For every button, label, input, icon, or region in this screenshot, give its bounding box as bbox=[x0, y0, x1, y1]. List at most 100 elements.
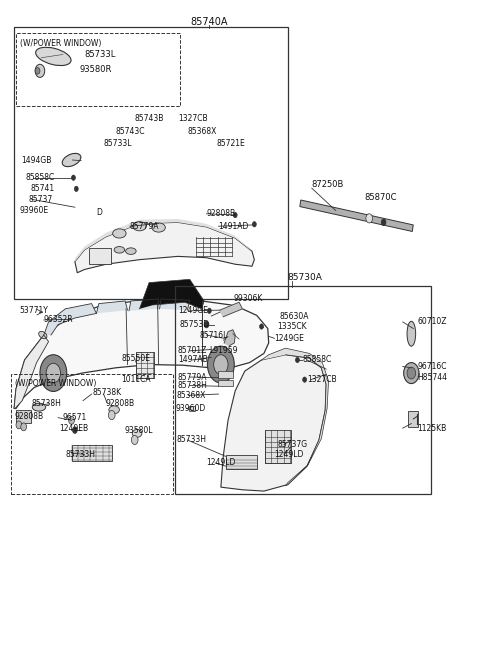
Polygon shape bbox=[300, 200, 413, 231]
Text: 1327CB: 1327CB bbox=[307, 375, 336, 384]
Bar bbox=[408, 411, 418, 427]
Polygon shape bbox=[14, 299, 269, 409]
Text: 53771Y: 53771Y bbox=[19, 306, 48, 315]
Circle shape bbox=[233, 212, 237, 217]
Text: 85716L: 85716L bbox=[199, 330, 228, 340]
Ellipse shape bbox=[126, 248, 136, 254]
Text: 92808B: 92808B bbox=[106, 399, 135, 409]
Ellipse shape bbox=[132, 430, 142, 438]
Polygon shape bbox=[221, 355, 326, 491]
Ellipse shape bbox=[32, 403, 46, 411]
Text: 92808B: 92808B bbox=[14, 412, 43, 421]
Text: 99306K: 99306K bbox=[234, 294, 263, 304]
Bar bbox=[218, 380, 233, 386]
Text: 1491AD: 1491AD bbox=[218, 221, 249, 231]
Text: L91959: L91959 bbox=[209, 346, 238, 355]
Text: 85737G: 85737G bbox=[277, 440, 308, 449]
Polygon shape bbox=[220, 302, 242, 317]
Text: 85630A: 85630A bbox=[280, 311, 309, 321]
Circle shape bbox=[35, 68, 40, 74]
Text: 85733H: 85733H bbox=[177, 436, 207, 444]
Bar bbox=[189, 406, 194, 411]
Circle shape bbox=[40, 355, 67, 392]
Text: 1249GE: 1249GE bbox=[275, 334, 304, 343]
Bar bbox=[11, 374, 173, 493]
Text: 85368X: 85368X bbox=[177, 391, 206, 400]
Text: 1249EB: 1249EB bbox=[59, 424, 88, 434]
Polygon shape bbox=[44, 304, 96, 335]
Text: 85743B: 85743B bbox=[135, 114, 164, 124]
Ellipse shape bbox=[114, 246, 125, 253]
Circle shape bbox=[72, 175, 75, 180]
Text: 85730A: 85730A bbox=[287, 273, 322, 282]
Bar bbox=[226, 455, 257, 470]
Circle shape bbox=[108, 411, 115, 420]
Circle shape bbox=[35, 64, 45, 78]
Text: 96716C: 96716C bbox=[417, 362, 446, 371]
Circle shape bbox=[46, 363, 60, 383]
Text: 92808B: 92808B bbox=[206, 210, 236, 218]
Text: (W/POWER WINDOW): (W/POWER WINDOW) bbox=[20, 39, 101, 48]
Text: 85738H: 85738H bbox=[32, 399, 61, 409]
Polygon shape bbox=[262, 348, 328, 486]
Circle shape bbox=[407, 367, 416, 379]
Text: 1249LD: 1249LD bbox=[206, 459, 236, 467]
Ellipse shape bbox=[36, 47, 71, 66]
Text: 85743C: 85743C bbox=[116, 127, 145, 136]
Polygon shape bbox=[129, 299, 158, 311]
Text: 1327CB: 1327CB bbox=[178, 114, 207, 124]
Circle shape bbox=[69, 417, 74, 424]
Circle shape bbox=[404, 363, 419, 384]
Circle shape bbox=[207, 346, 234, 383]
Ellipse shape bbox=[109, 406, 120, 414]
Circle shape bbox=[381, 219, 386, 225]
Bar bbox=[16, 34, 180, 106]
Text: 85737: 85737 bbox=[28, 195, 53, 204]
Text: 96352R: 96352R bbox=[44, 315, 73, 325]
Circle shape bbox=[214, 355, 228, 374]
Circle shape bbox=[207, 308, 211, 313]
Polygon shape bbox=[224, 330, 235, 346]
Bar bbox=[16, 410, 31, 423]
Text: 1125KB: 1125KB bbox=[417, 424, 446, 433]
Text: 87250B: 87250B bbox=[312, 180, 344, 189]
Text: 85779A: 85779A bbox=[178, 373, 207, 382]
Text: 1249LD: 1249LD bbox=[275, 450, 304, 459]
Ellipse shape bbox=[407, 321, 416, 346]
Circle shape bbox=[16, 421, 22, 429]
Circle shape bbox=[21, 423, 26, 431]
Ellipse shape bbox=[62, 153, 81, 167]
Bar bbox=[265, 430, 291, 463]
Circle shape bbox=[204, 321, 209, 328]
Circle shape bbox=[303, 377, 307, 382]
Bar bbox=[72, 445, 112, 461]
Bar bbox=[218, 371, 233, 378]
Ellipse shape bbox=[152, 223, 165, 232]
Text: 85721E: 85721E bbox=[216, 139, 245, 148]
Circle shape bbox=[72, 427, 77, 434]
Text: D: D bbox=[96, 208, 102, 217]
Ellipse shape bbox=[39, 331, 47, 339]
Bar bbox=[72, 311, 90, 327]
Polygon shape bbox=[14, 335, 48, 409]
Circle shape bbox=[366, 214, 372, 223]
Text: 1497AB: 1497AB bbox=[178, 355, 207, 365]
Text: 85733H: 85733H bbox=[65, 450, 96, 459]
Polygon shape bbox=[159, 299, 190, 310]
Text: 1335CK: 1335CK bbox=[277, 322, 307, 331]
Text: 85779A: 85779A bbox=[130, 221, 159, 231]
Text: (W/POWER WINDOW): (W/POWER WINDOW) bbox=[15, 379, 96, 388]
Text: 85753D: 85753D bbox=[179, 320, 209, 329]
Circle shape bbox=[74, 186, 78, 191]
Text: 93960E: 93960E bbox=[20, 206, 49, 215]
Text: 85870C: 85870C bbox=[364, 193, 397, 202]
Bar bbox=[175, 286, 432, 493]
Text: 85740A: 85740A bbox=[190, 16, 228, 27]
Text: 85738K: 85738K bbox=[93, 388, 122, 397]
Bar bbox=[14, 27, 288, 299]
Text: H85744: H85744 bbox=[417, 373, 447, 382]
Text: 1011CA: 1011CA bbox=[121, 375, 151, 384]
Text: 93580R: 93580R bbox=[80, 65, 112, 74]
Text: 85858C: 85858C bbox=[302, 355, 332, 365]
Circle shape bbox=[252, 221, 256, 227]
